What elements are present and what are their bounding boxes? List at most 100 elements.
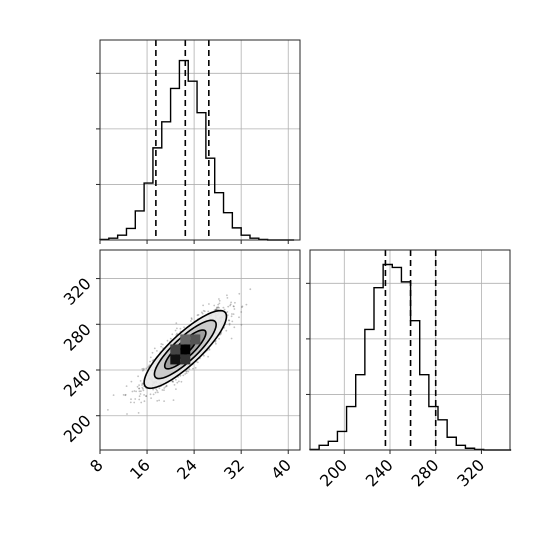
sample-point <box>228 323 231 326</box>
sample-point <box>231 313 233 315</box>
sample-point <box>142 387 144 390</box>
sample-point <box>163 400 166 402</box>
histogram-panel-var1: 200 240 280 320 <box>306 249 512 490</box>
sample-point <box>156 350 158 352</box>
sample-point <box>226 311 229 313</box>
sample-point <box>173 384 176 386</box>
density-peak-cell-3 <box>170 344 181 355</box>
sample-point <box>230 315 233 318</box>
density-peak-cell-4 <box>190 334 201 345</box>
sample-point <box>143 400 146 403</box>
sample-point <box>218 299 221 302</box>
sample-point <box>163 387 166 389</box>
sample-point <box>232 313 235 315</box>
sample-point <box>233 326 236 329</box>
sample-point <box>138 387 140 390</box>
sample-point <box>203 354 205 357</box>
sample-point <box>137 412 140 414</box>
sample-point <box>156 389 158 392</box>
sample-point <box>112 394 115 396</box>
sample-point <box>175 322 178 324</box>
sample-point <box>145 395 148 397</box>
sample-point <box>231 320 234 323</box>
sample-point <box>161 343 164 346</box>
sample-point <box>207 355 210 358</box>
density-xtick-label-0: 8 <box>86 455 107 476</box>
sample-point <box>126 413 128 415</box>
sample-point <box>166 339 169 342</box>
sample-point <box>197 314 200 316</box>
sample-point <box>107 409 109 411</box>
sample-point <box>161 389 164 391</box>
sample-point <box>165 384 168 387</box>
sample-point <box>220 333 222 335</box>
sample-point <box>196 314 199 317</box>
sample-point <box>201 311 203 314</box>
density-panel: 8 16 24 32 40 200 240 280 320 <box>60 249 301 483</box>
sample-point <box>138 390 141 393</box>
sample-point <box>182 374 185 377</box>
sample-point <box>203 310 206 313</box>
sample-point <box>228 319 231 322</box>
sample-point <box>241 305 244 308</box>
sample-point <box>125 385 128 387</box>
sample-point <box>218 306 220 309</box>
sample-point <box>179 327 182 330</box>
sample-point <box>228 322 231 325</box>
sample-point <box>124 393 127 396</box>
sample-point <box>150 397 153 399</box>
sample-point <box>208 348 211 351</box>
sample-point <box>142 368 145 371</box>
sample-point <box>218 302 221 305</box>
sample-point <box>215 342 217 345</box>
sample-point <box>184 373 187 375</box>
sample-point <box>214 341 217 343</box>
sample-point <box>149 356 152 359</box>
sample-point <box>149 360 151 363</box>
sample-point <box>165 385 168 387</box>
sample-point <box>130 380 133 383</box>
sample-point <box>155 388 158 390</box>
sample-point <box>201 312 204 315</box>
sample-point <box>149 393 152 396</box>
sample-point <box>218 337 221 340</box>
sample-point <box>135 390 138 393</box>
sample-point <box>217 306 220 308</box>
sample-point <box>190 317 193 319</box>
sample-point <box>172 399 175 401</box>
p3-xtick-label-3: 320 <box>453 455 488 490</box>
sample-point <box>145 395 148 397</box>
sample-point <box>196 361 199 364</box>
sample-point <box>138 398 141 401</box>
histogram-var0-quantile-lines <box>155 40 210 240</box>
sample-point <box>176 332 178 335</box>
sample-point <box>233 305 235 308</box>
sample-point <box>145 367 148 370</box>
density-contour-0 <box>143 309 228 390</box>
sample-point <box>230 301 233 304</box>
density-peak-cell-0 <box>180 344 191 355</box>
sample-point <box>215 308 218 311</box>
density-peak-cell-5 <box>180 334 191 345</box>
sample-point <box>241 306 243 309</box>
sample-point <box>194 367 197 369</box>
sample-point <box>171 380 174 383</box>
sample-point <box>148 364 151 367</box>
sample-point <box>218 298 220 300</box>
sample-point <box>164 386 167 388</box>
sample-point <box>138 395 141 398</box>
sample-point <box>158 387 161 390</box>
sample-point <box>222 306 225 309</box>
density-xtick-label-2: 24 <box>173 455 201 483</box>
density-peak-cell-2 <box>180 354 191 365</box>
sample-point <box>154 391 157 394</box>
sample-point <box>141 384 143 386</box>
histogram-var0-frame <box>99 39 301 241</box>
density-peak-cells <box>170 334 201 365</box>
sample-point <box>192 367 194 370</box>
histogram-var0-step-line <box>99 59 295 241</box>
sample-point <box>229 303 232 306</box>
sample-point <box>142 367 145 370</box>
